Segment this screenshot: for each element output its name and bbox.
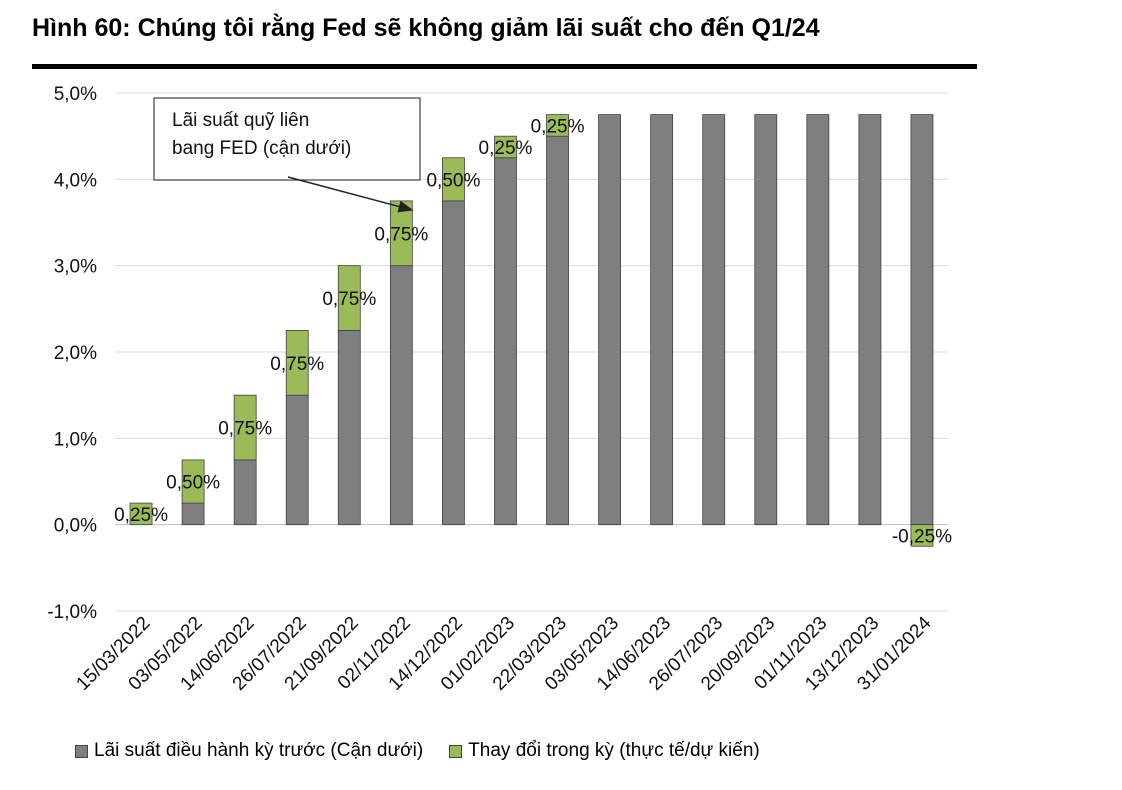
- bar-base: [233, 459, 257, 526]
- x-axis: 15/03/202203/05/202214/06/202226/07/2022…: [72, 612, 935, 694]
- legend-item-base: Lãi suất điều hành kỳ trước (Cận dưới): [75, 740, 423, 762]
- title-underline: [32, 64, 977, 69]
- bar-base: [910, 114, 934, 526]
- bar-base: [806, 114, 830, 526]
- legend-swatch-change: [449, 744, 463, 758]
- bar-change: [910, 524, 934, 547]
- bar-base: [389, 265, 413, 526]
- bar-change: [337, 265, 361, 331]
- data-labels: 0,25% 0,50% 0,75% 0,75% 0,75% 0,75% 0,50% 0,25%…: [114, 116, 952, 547]
- bar-change: [233, 394, 257, 461]
- bar-change: [494, 135, 517, 159]
- annotation: Lãi suất quỹ liên bang FED (cận dưới): [153, 97, 421, 213]
- bar-change: [442, 157, 465, 202]
- data-label: 0,25%: [479, 138, 533, 159]
- data-label: 0,75%: [270, 354, 324, 375]
- bar-change: [285, 330, 309, 396]
- y-tick-label: 4,0%: [54, 170, 97, 191]
- bar-base: [702, 114, 726, 526]
- bar-base: [754, 114, 778, 526]
- chart-title: Hình 60: Chúng tôi rằng Fed sẽ không giả…: [32, 14, 820, 42]
- y-axis: -1,0% 0,0% 1,0% 2,0% 3,0% 4,0% 5,0%: [47, 84, 97, 623]
- legend-label-change: Thay đổi trong kỳ (thực tế/dự kiến): [468, 740, 760, 761]
- bar-base: [181, 502, 205, 526]
- data-label: 0,75%: [218, 419, 272, 440]
- bar-change: [181, 459, 205, 504]
- y-tick-label: -1,0%: [47, 602, 97, 623]
- data-label: 0,75%: [374, 224, 428, 245]
- bar-base: [546, 135, 569, 526]
- bar-base: [598, 114, 621, 526]
- y-tick-label: 0,0%: [54, 516, 97, 537]
- y-tick-label: 2,0%: [54, 343, 97, 364]
- data-label: 0,50%: [426, 170, 480, 191]
- data-label: 0,25%: [114, 505, 168, 526]
- y-tick-label: 5,0%: [54, 84, 97, 105]
- legend-swatch-base: [75, 744, 88, 758]
- data-label: 0,25%: [531, 116, 585, 137]
- y-tick-label: 1,0%: [54, 429, 97, 450]
- legend-label-base: Lãi suất điều hành kỳ trước (Cận dưới): [94, 740, 424, 761]
- annotation-arrow: [287, 176, 414, 213]
- bars: [129, 114, 934, 547]
- legend: Lãi suất điều hành kỳ trước (Cận dưới) T…: [75, 740, 760, 762]
- bar-change: [546, 114, 569, 137]
- annotation-box: [153, 97, 421, 181]
- bar-base: [650, 114, 674, 526]
- bar-base: [337, 330, 361, 526]
- annotation-line-1: Lãi suất quỹ liên: [172, 110, 309, 131]
- bar-change: [129, 502, 153, 526]
- bar-base: [285, 394, 309, 526]
- bar-base: [442, 200, 465, 526]
- data-label: 0,50%: [166, 473, 220, 494]
- data-label: 0,75%: [322, 289, 376, 310]
- bar-base: [858, 114, 882, 526]
- annotation-line-2: bang FED (cận dưới): [172, 138, 351, 159]
- y-tick-label: 3,0%: [54, 257, 97, 278]
- bar-base: [494, 157, 517, 526]
- legend-item-change: Thay đổi trong kỳ (thực tế/dự kiến): [449, 740, 760, 762]
- data-label: -0,25%: [892, 527, 952, 548]
